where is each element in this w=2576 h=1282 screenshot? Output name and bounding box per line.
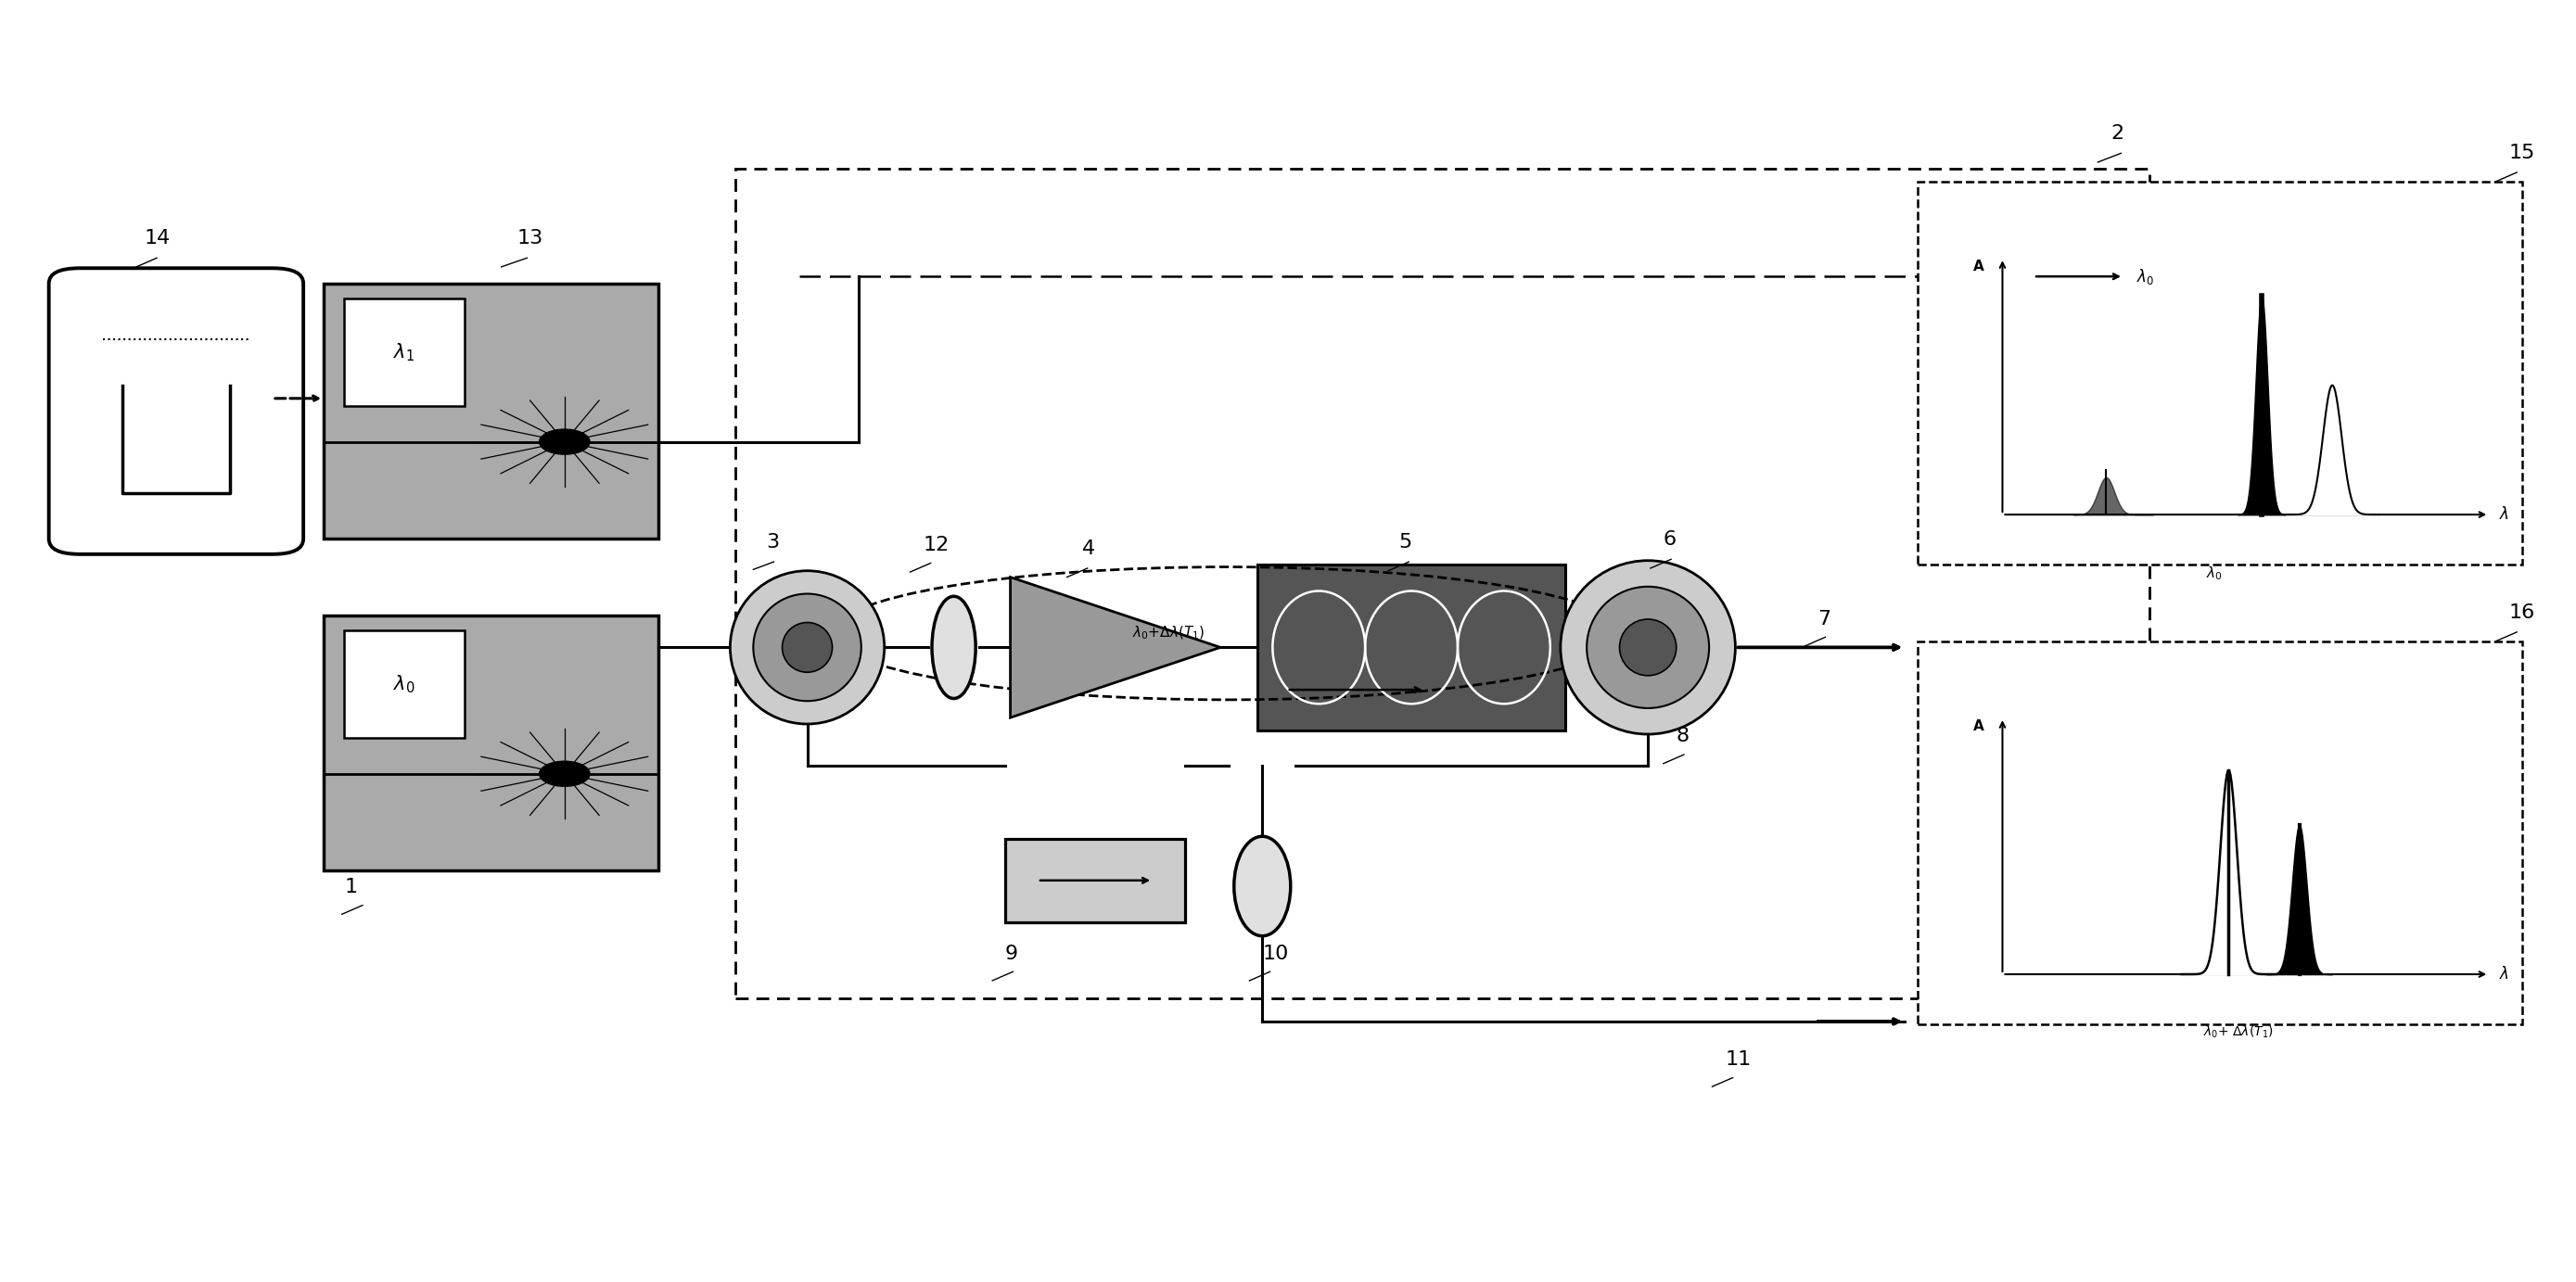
FancyBboxPatch shape — [345, 299, 464, 406]
Ellipse shape — [783, 623, 832, 672]
FancyBboxPatch shape — [325, 283, 657, 538]
Text: 6: 6 — [1664, 531, 1677, 549]
Ellipse shape — [729, 570, 884, 724]
Ellipse shape — [933, 596, 976, 699]
Text: 4: 4 — [1082, 540, 1095, 558]
Circle shape — [538, 429, 590, 454]
Text: 10: 10 — [1262, 945, 1288, 963]
Text: 11: 11 — [1726, 1050, 1752, 1069]
Text: 15: 15 — [2509, 144, 2535, 163]
Text: $\lambda_0$+$\Delta\lambda(T_1)$: $\lambda_0$+$\Delta\lambda(T_1)$ — [1131, 624, 1206, 642]
Text: $\lambda$: $\lambda$ — [2499, 506, 2509, 523]
Text: 1: 1 — [345, 878, 358, 896]
Text: 14: 14 — [144, 229, 170, 247]
FancyBboxPatch shape — [325, 615, 657, 870]
Text: 12: 12 — [922, 536, 948, 554]
FancyBboxPatch shape — [345, 631, 464, 738]
Circle shape — [538, 762, 590, 786]
Text: $\lambda_1$: $\lambda_1$ — [394, 341, 415, 363]
Ellipse shape — [1587, 587, 1708, 708]
Text: $\lambda_0$: $\lambda_0$ — [394, 673, 415, 695]
Ellipse shape — [1620, 619, 1677, 676]
Text: 3: 3 — [765, 533, 778, 551]
Text: 13: 13 — [518, 229, 544, 247]
FancyBboxPatch shape — [1919, 181, 2522, 564]
Text: A: A — [1973, 719, 1984, 733]
Text: $\lambda_0$: $\lambda_0$ — [2205, 564, 2223, 582]
FancyBboxPatch shape — [1919, 641, 2522, 1024]
Text: 16: 16 — [2509, 604, 2535, 622]
Text: $\lambda_0$: $\lambda_0$ — [2136, 267, 2154, 286]
FancyBboxPatch shape — [49, 268, 304, 554]
Text: 2: 2 — [2110, 124, 2123, 144]
Polygon shape — [1010, 577, 1221, 718]
Ellipse shape — [1234, 836, 1291, 936]
Text: 5: 5 — [1399, 533, 1412, 551]
Ellipse shape — [752, 594, 860, 701]
FancyBboxPatch shape — [1005, 838, 1185, 922]
Text: A: A — [1973, 259, 1984, 273]
FancyBboxPatch shape — [1257, 564, 1566, 731]
Text: $\lambda$: $\lambda$ — [2499, 965, 2509, 982]
Text: $\lambda_0$+ $\Delta\lambda(T_1)$: $\lambda_0$+ $\Delta\lambda(T_1)$ — [2202, 1024, 2272, 1040]
Text: 9: 9 — [1005, 945, 1018, 963]
Text: 8: 8 — [1677, 727, 1690, 746]
Ellipse shape — [1561, 560, 1736, 735]
Text: 7: 7 — [1819, 610, 1832, 628]
